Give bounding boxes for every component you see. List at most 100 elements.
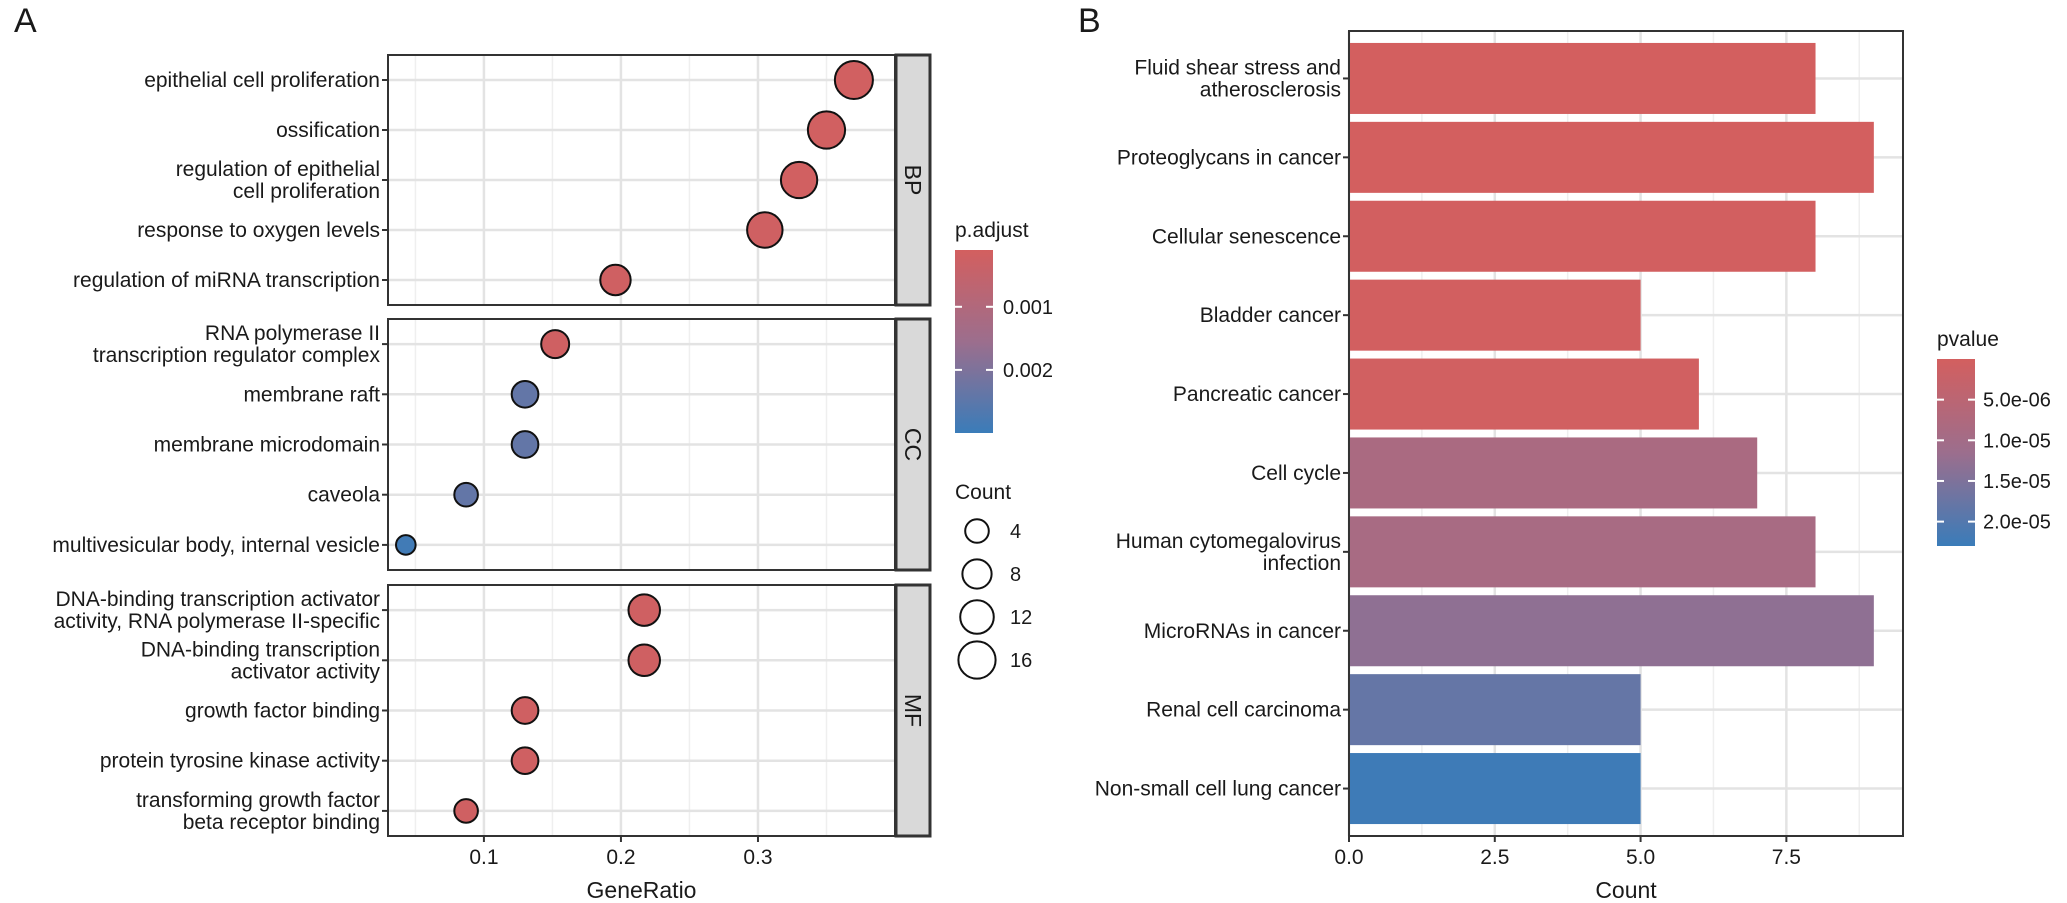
term-label-cc-1-line-1: RNA polymerase II — [205, 322, 380, 345]
facet-strip-label-cc: CC — [900, 428, 926, 461]
bar-8 — [1349, 595, 1874, 667]
panel-label-a: A — [14, 2, 37, 40]
panel-b-legend: pvalue 5.0e-06 1.0e-05 1.5e-05 2.0e-05 — [1937, 328, 2051, 546]
pathway-label-3: Cellular senescence — [1152, 225, 1341, 248]
pathway-label-9: Renal cell carcinoma — [1146, 699, 1341, 722]
pathway-label-7-line-2: infection — [1263, 552, 1341, 575]
term-label-mf-1-line-1: DNA-binding transcription activator — [56, 588, 380, 611]
panel-a-facet-strips: BP CC MF — [894, 53, 932, 838]
count-legend-key — [964, 518, 990, 544]
term-label-mf-1-line-2: activity, RNA polymerase II-specific — [54, 610, 380, 633]
pvalue-colorbar — [1937, 359, 1975, 546]
pvalue-legend-title: pvalue — [1937, 328, 1999, 351]
term-label-bp-2: ossification — [276, 119, 380, 142]
panel-label-b: B — [1078, 2, 1101, 40]
pathway-label-8: MicroRNAs in cancer — [1144, 620, 1341, 643]
panel-a-legends: p.adjust 0.001 0.002 Count 4 8 12 16 — [955, 219, 1053, 680]
x-tick-label: 0.3 — [743, 846, 772, 869]
term-label-cc-1-line-2: transcription regulator complex — [93, 344, 381, 367]
colorbar-tick-label: 0.002 — [1003, 360, 1053, 382]
p-adjust-legend-title: p.adjust — [955, 219, 1029, 242]
term-label-mf-5-line-1: transforming growth factor — [136, 789, 380, 812]
panel-b-bars — [1349, 42, 1874, 825]
term-label-bp-4: response to oxygen levels — [137, 219, 380, 242]
pathway-label-1-line-1: Fluid shear stress and — [1134, 56, 1341, 79]
panel-b-x-axis-title: Count — [1595, 877, 1657, 903]
pathway-label-10: Non-small cell lung cancer — [1095, 778, 1341, 801]
term-label-mf-3: growth factor binding — [185, 700, 380, 723]
pathway-label-5: Pancreatic cancer — [1173, 383, 1341, 406]
colorbar-tick-label: 0.001 — [1003, 297, 1053, 319]
term-label-mf-4: protein tyrosine kinase activity — [100, 750, 381, 773]
panel-a-term-labels: epithelial cell proliferation ossificatio… — [52, 69, 388, 834]
term-label-mf-2-line-1: DNA-binding transcription — [141, 638, 380, 661]
point-mf-3 — [510, 696, 540, 725]
colorbar-tick-label: 5.0e-06 — [1983, 390, 2051, 412]
bar-3 — [1349, 200, 1816, 272]
term-label-bp-3-line-2: cell proliferation — [233, 180, 380, 203]
term-label-mf-2-line-2: activator activity — [231, 660, 381, 683]
count-legend-key — [961, 558, 993, 590]
colorbar-tick-label: 1.0e-05 — [1983, 430, 2051, 452]
panel-b-frame — [1348, 30, 1904, 837]
bar-1 — [1349, 42, 1816, 114]
x-tick-label: 7.5 — [1772, 846, 1801, 869]
bar-2 — [1349, 121, 1874, 193]
point-bp-2 — [806, 110, 847, 150]
point-bp-5 — [599, 263, 632, 297]
count-legend-key — [959, 599, 995, 635]
term-label-bp-5: regulation of miRNA transcription — [73, 269, 380, 292]
bar-7 — [1349, 516, 1816, 588]
count-legend-label: 12 — [1010, 607, 1032, 629]
term-label-cc-2: membrane raft — [243, 383, 380, 406]
pathway-label-6: Cell cycle — [1251, 462, 1341, 485]
colorbar-tick-label: 1.5e-05 — [1983, 471, 2051, 493]
facet-strip-label-bp: BP — [900, 165, 926, 196]
point-mf-5 — [453, 798, 479, 824]
panel-a-points — [395, 59, 874, 824]
count-legend-label: 16 — [1010, 650, 1032, 672]
point-mf-4 — [510, 746, 540, 776]
term-label-cc-3: membrane microdomain — [154, 434, 380, 457]
pathway-label-7-line-1: Human cytomegalovirus — [1116, 530, 1341, 553]
point-cc-5 — [395, 534, 417, 556]
pvalue-legend-ticks: 5.0e-06 1.0e-05 1.5e-05 2.0e-05 — [1937, 390, 2051, 534]
term-label-cc-4: caveola — [308, 484, 381, 507]
panel-a-x-axis: 0.1 0.2 0.3 — [469, 836, 773, 869]
point-cc-1 — [540, 329, 571, 360]
point-bp-1 — [833, 59, 874, 101]
facet-strip-label-mf: MF — [900, 694, 926, 727]
x-tick-label: 2.5 — [1480, 846, 1509, 869]
colorbar-tick-label: 2.0e-05 — [1983, 512, 2051, 534]
facet-strip-mf — [894, 583, 932, 838]
term-label-bp-3-line-1: regulation of epithelial — [176, 158, 380, 181]
count-legend-label: 8 — [1010, 564, 1021, 586]
point-mf-1 — [627, 593, 661, 627]
x-tick-label: 0.1 — [469, 846, 498, 869]
p-adjust-legend-ticks: 0.001 0.002 — [955, 297, 1053, 382]
bar-9 — [1349, 674, 1641, 746]
pathway-label-2: Proteoglycans in cancer — [1117, 146, 1341, 169]
point-cc-4 — [453, 481, 479, 508]
point-bp-4 — [746, 211, 784, 249]
bar-10 — [1349, 753, 1641, 825]
pathway-label-4: Bladder cancer — [1200, 304, 1341, 327]
panel-a-dotplot: BP CC MF epithelial cell proliferation ossi… — [52, 53, 1053, 903]
point-cc-2 — [510, 379, 540, 409]
p-adjust-colorbar — [955, 250, 993, 433]
point-cc-3 — [510, 430, 540, 459]
facet-strip-bp — [894, 53, 932, 307]
facet-strip-cc — [894, 317, 932, 572]
pathway-label-1-line-2: atherosclerosis — [1200, 78, 1341, 101]
count-legend-title: Count — [955, 481, 1011, 504]
panel-a-gridlines — [388, 55, 895, 836]
x-tick-label: 0.2 — [606, 846, 635, 869]
point-mf-2 — [627, 643, 661, 678]
panel-b-x-axis: 0.0 2.5 5.0 7.5 — [1334, 836, 1801, 869]
x-tick-label: 5.0 — [1626, 846, 1655, 869]
count-legend-key — [957, 640, 997, 680]
bar-5 — [1349, 358, 1699, 430]
